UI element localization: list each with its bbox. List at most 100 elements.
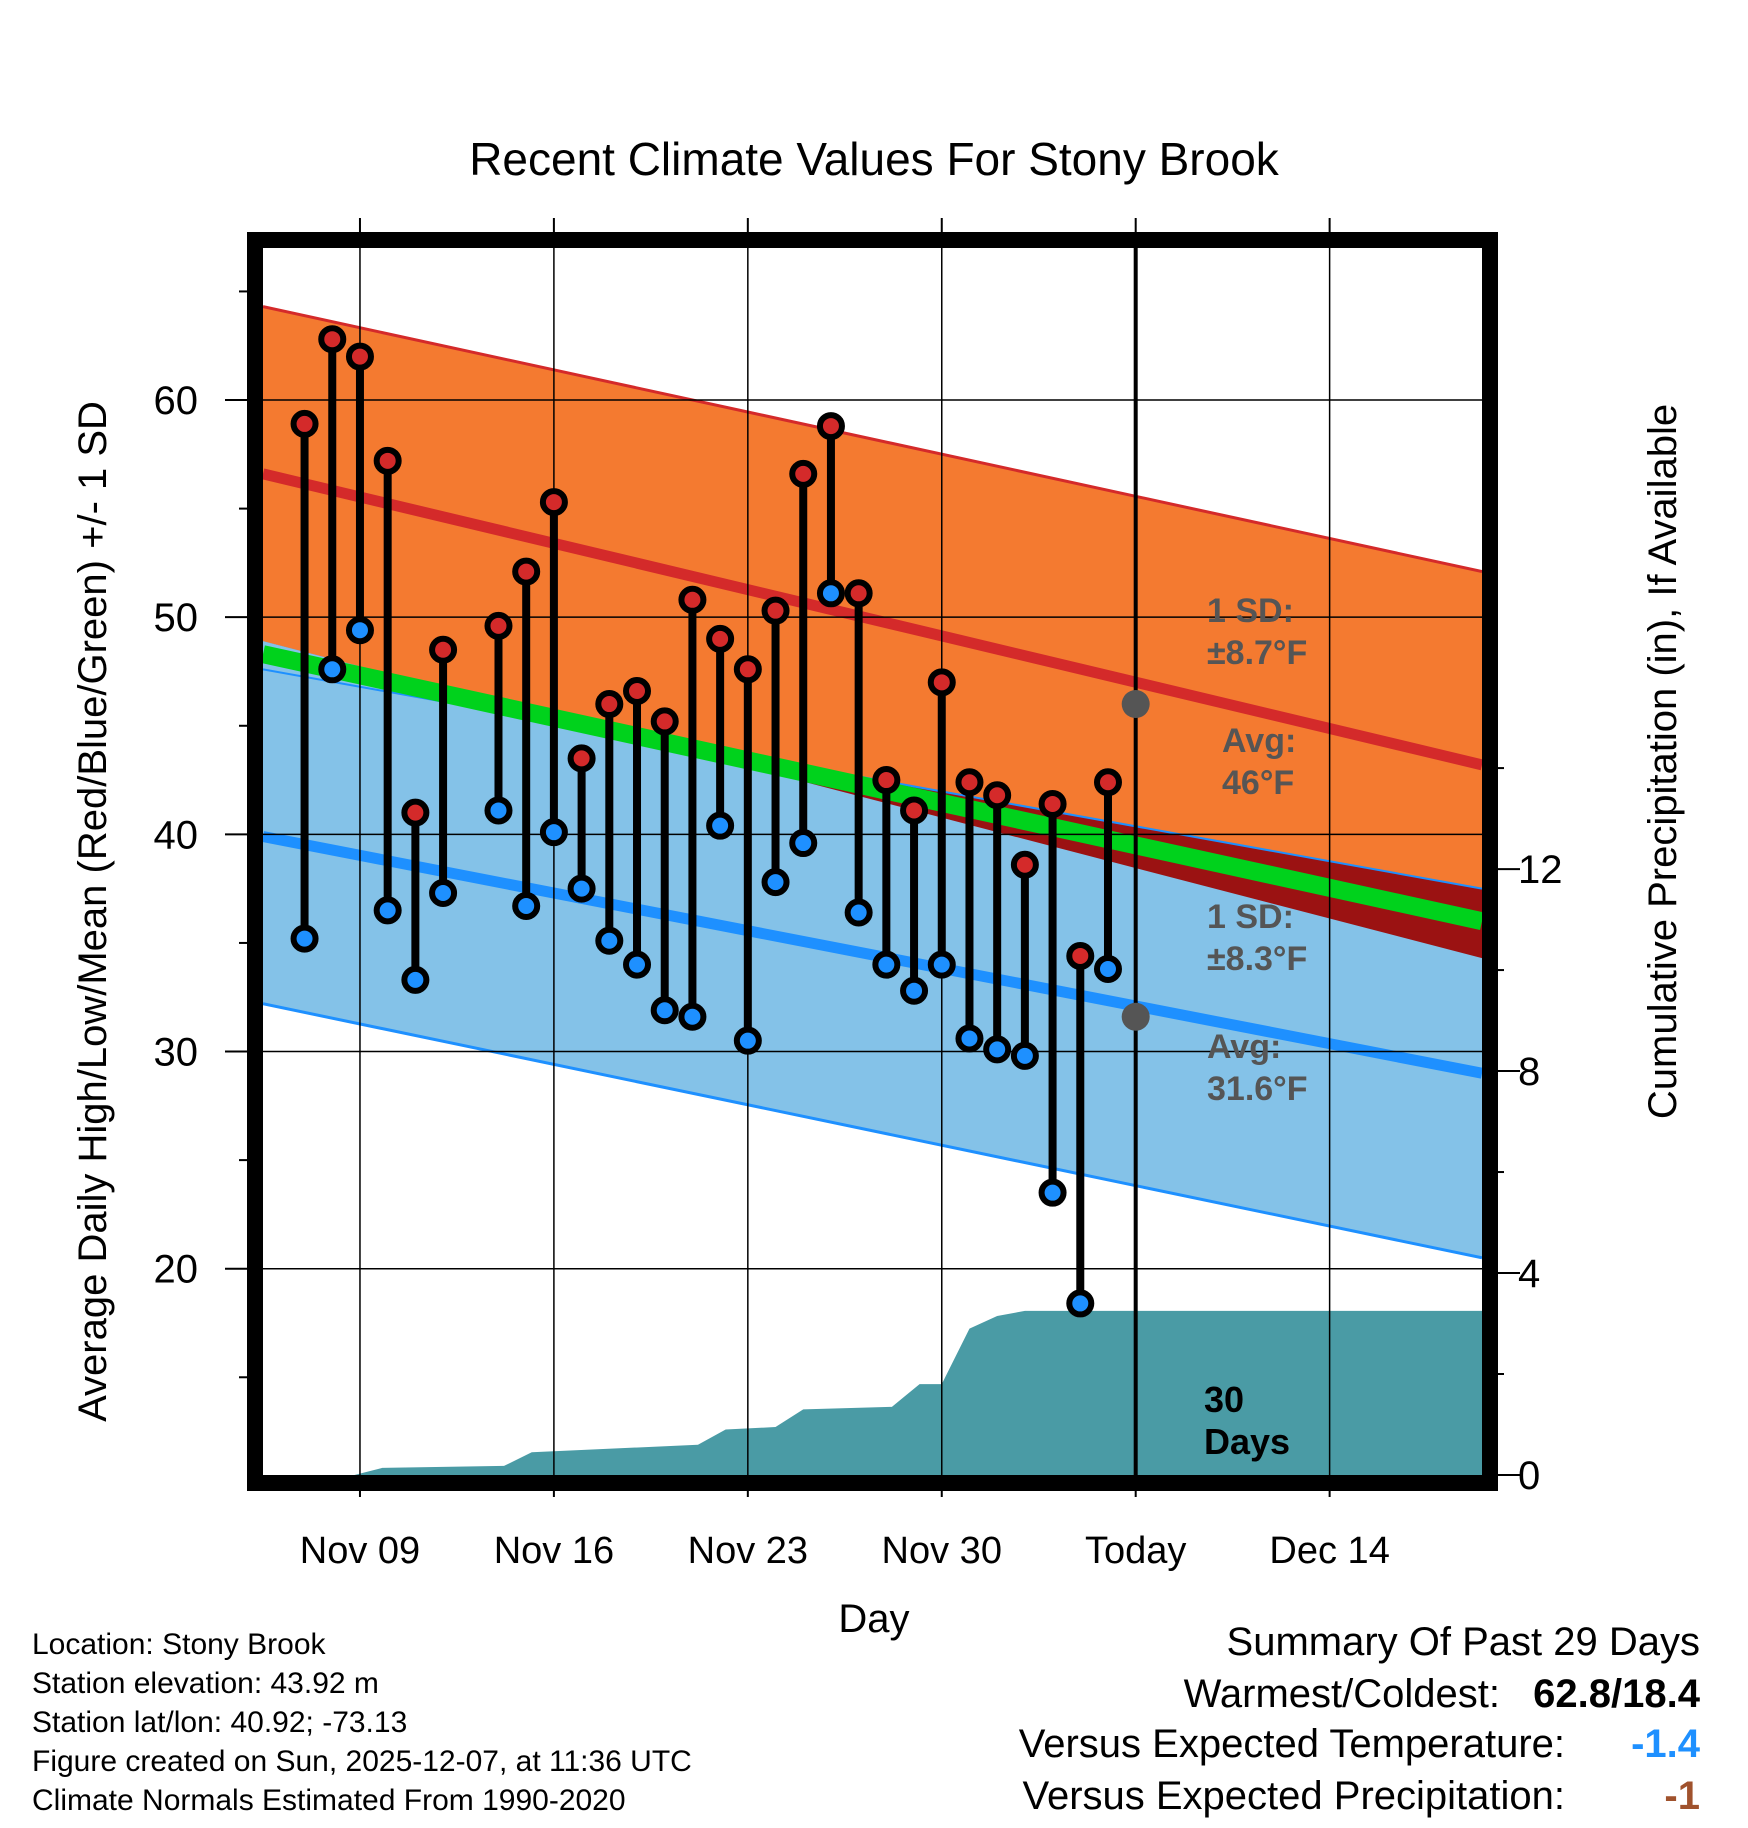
ytick-label-30: 30 (154, 1031, 199, 1075)
high-point-25 (1010, 850, 1039, 879)
high-point-18 (816, 412, 845, 441)
y2tick-label-4: 4 (1518, 1252, 1540, 1296)
high-point-28 (1093, 768, 1122, 797)
plot-frame (247, 232, 1498, 1491)
high-point-20 (872, 766, 901, 795)
summary-precip-value: -1 (1664, 1774, 1700, 1818)
low-point-2 (345, 616, 374, 645)
y-axis-label: Average Daily High/Low/Mean (Red/Blue/Gr… (71, 401, 115, 1422)
high-point-2 (345, 342, 374, 371)
y2-axis-label: Cumulative Precipitation (in), If Availa… (1641, 404, 1685, 1119)
high-point-22 (927, 668, 956, 697)
xtick-label-28: Today (1085, 1530, 1186, 1572)
low-point-28 (1093, 954, 1122, 983)
high-point-13 (678, 585, 707, 614)
low-point-17 (789, 829, 818, 858)
low-point-0 (290, 924, 319, 953)
low-point-8 (539, 818, 568, 847)
low-point-15 (733, 1026, 762, 1055)
high-point-17 (789, 459, 818, 488)
low-point-5 (429, 878, 458, 907)
y2tick-label-8: 8 (1518, 1050, 1540, 1094)
summary-warm-cold-value: 62.8/18.4 (1533, 1672, 1700, 1716)
low-point-9 (567, 874, 596, 903)
low-point-4 (401, 965, 430, 994)
high-point-7 (512, 557, 541, 586)
low-point-18 (816, 579, 845, 608)
today-high-avg-marker (1121, 690, 1150, 719)
normal-annotations: 1 SD: ±8.7°F Avg: 46°F 1 SD: ±8.3°F Avg: 31.6°F… (1204, 592, 1308, 1462)
low-point-22 (927, 950, 956, 979)
high-point-16 (761, 596, 790, 625)
high-point-21 (900, 796, 929, 825)
high-point-1 (318, 325, 347, 354)
ytick-label-40: 40 (154, 813, 199, 857)
precip-days-label: 30 Days (1204, 1379, 1290, 1462)
y2tick-label-12: 12 (1518, 848, 1563, 892)
xtick-label-0: Nov 09 (300, 1530, 420, 1572)
high-point-11 (623, 677, 652, 706)
high-point-23 (955, 768, 984, 797)
x-axis-label: Day (838, 1597, 909, 1641)
info-latlon: Station lat/lon: 40.92; -73.13 (32, 1706, 408, 1739)
summary-warm-cold-label: Warmest/Coldest: (1183, 1672, 1500, 1716)
summary-title: Summary Of Past 29 Days (1226, 1620, 1700, 1664)
high-point-5 (429, 635, 458, 664)
ytick-label-60: 60 (154, 379, 199, 423)
low-point-7 (512, 892, 541, 921)
low-point-16 (761, 868, 790, 897)
high-point-4 (401, 798, 430, 827)
low-point-6 (484, 796, 513, 825)
observation-stems (300, 339, 1112, 1304)
low-point-20 (872, 950, 901, 979)
high-avg-annotation: Avg: 46°F (1222, 722, 1296, 802)
high-point-12 (650, 707, 679, 736)
low-point-12 (650, 996, 679, 1025)
low-point-1 (318, 655, 347, 684)
low-point-21 (900, 976, 929, 1005)
high-point-6 (484, 611, 513, 640)
low-point-10 (595, 926, 624, 955)
high-point-26 (1038, 789, 1067, 818)
low-avg-annotation: Avg: 31.6°F (1207, 1028, 1308, 1108)
ytick-label-50: 50 (154, 596, 199, 640)
info-elevation: Station elevation: 43.92 m (32, 1667, 379, 1700)
today-low-avg-marker (1121, 1002, 1150, 1031)
high-point-10 (595, 690, 624, 719)
xtick-label-7: Nov 16 (494, 1530, 614, 1572)
y2tick-label-0: 0 (1518, 1454, 1540, 1498)
high-avg-line (263, 468, 1482, 771)
high-point-27 (1066, 941, 1095, 970)
low-point-19 (844, 898, 873, 927)
info-normals: Climate Normals Estimated From 1990-2020 (32, 1784, 626, 1817)
low-point-25 (1010, 1041, 1039, 1070)
axes: Nov 09 Nov 16 Nov 23 Nov 30 Today Dec 14 20 30 4… (71, 218, 1685, 1641)
xtick-label-35: Dec 14 (1269, 1530, 1389, 1572)
summary-temp-label: Versus Expected Temperature: (1018, 1722, 1565, 1766)
low-point-11 (623, 950, 652, 979)
low-point-23 (955, 1024, 984, 1053)
low-point-3 (373, 896, 402, 925)
high-point-3 (373, 446, 402, 475)
low-point-26 (1038, 1178, 1067, 1207)
summary-temp-value: -1.4 (1631, 1722, 1700, 1766)
chart-title: Recent Climate Values For Stony Brook (469, 133, 1280, 185)
high-point-24 (983, 781, 1012, 810)
high-point-19 (844, 579, 873, 608)
info-location: Location: Stony Brook (32, 1628, 326, 1661)
plot-border (247, 232, 1498, 1491)
low-point-13 (678, 1002, 707, 1031)
low-avg-line (263, 831, 1482, 1079)
ytick-label-20: 20 (154, 1248, 199, 1292)
xtick-label-14: Nov 23 (688, 1530, 808, 1572)
high-sd-annotation: 1 SD: ±8.7°F (1207, 592, 1307, 672)
precip-fill (354, 1310, 1482, 1475)
high-point-0 (290, 409, 319, 438)
high-point-8 (539, 488, 568, 517)
low-sd-annotation: 1 SD: ±8.3°F (1207, 898, 1307, 978)
low-point-14 (706, 811, 735, 840)
precipitation-area (354, 1310, 1482, 1475)
low-sd-lower-line (263, 1002, 1482, 1260)
high-sd-band (263, 306, 1482, 959)
